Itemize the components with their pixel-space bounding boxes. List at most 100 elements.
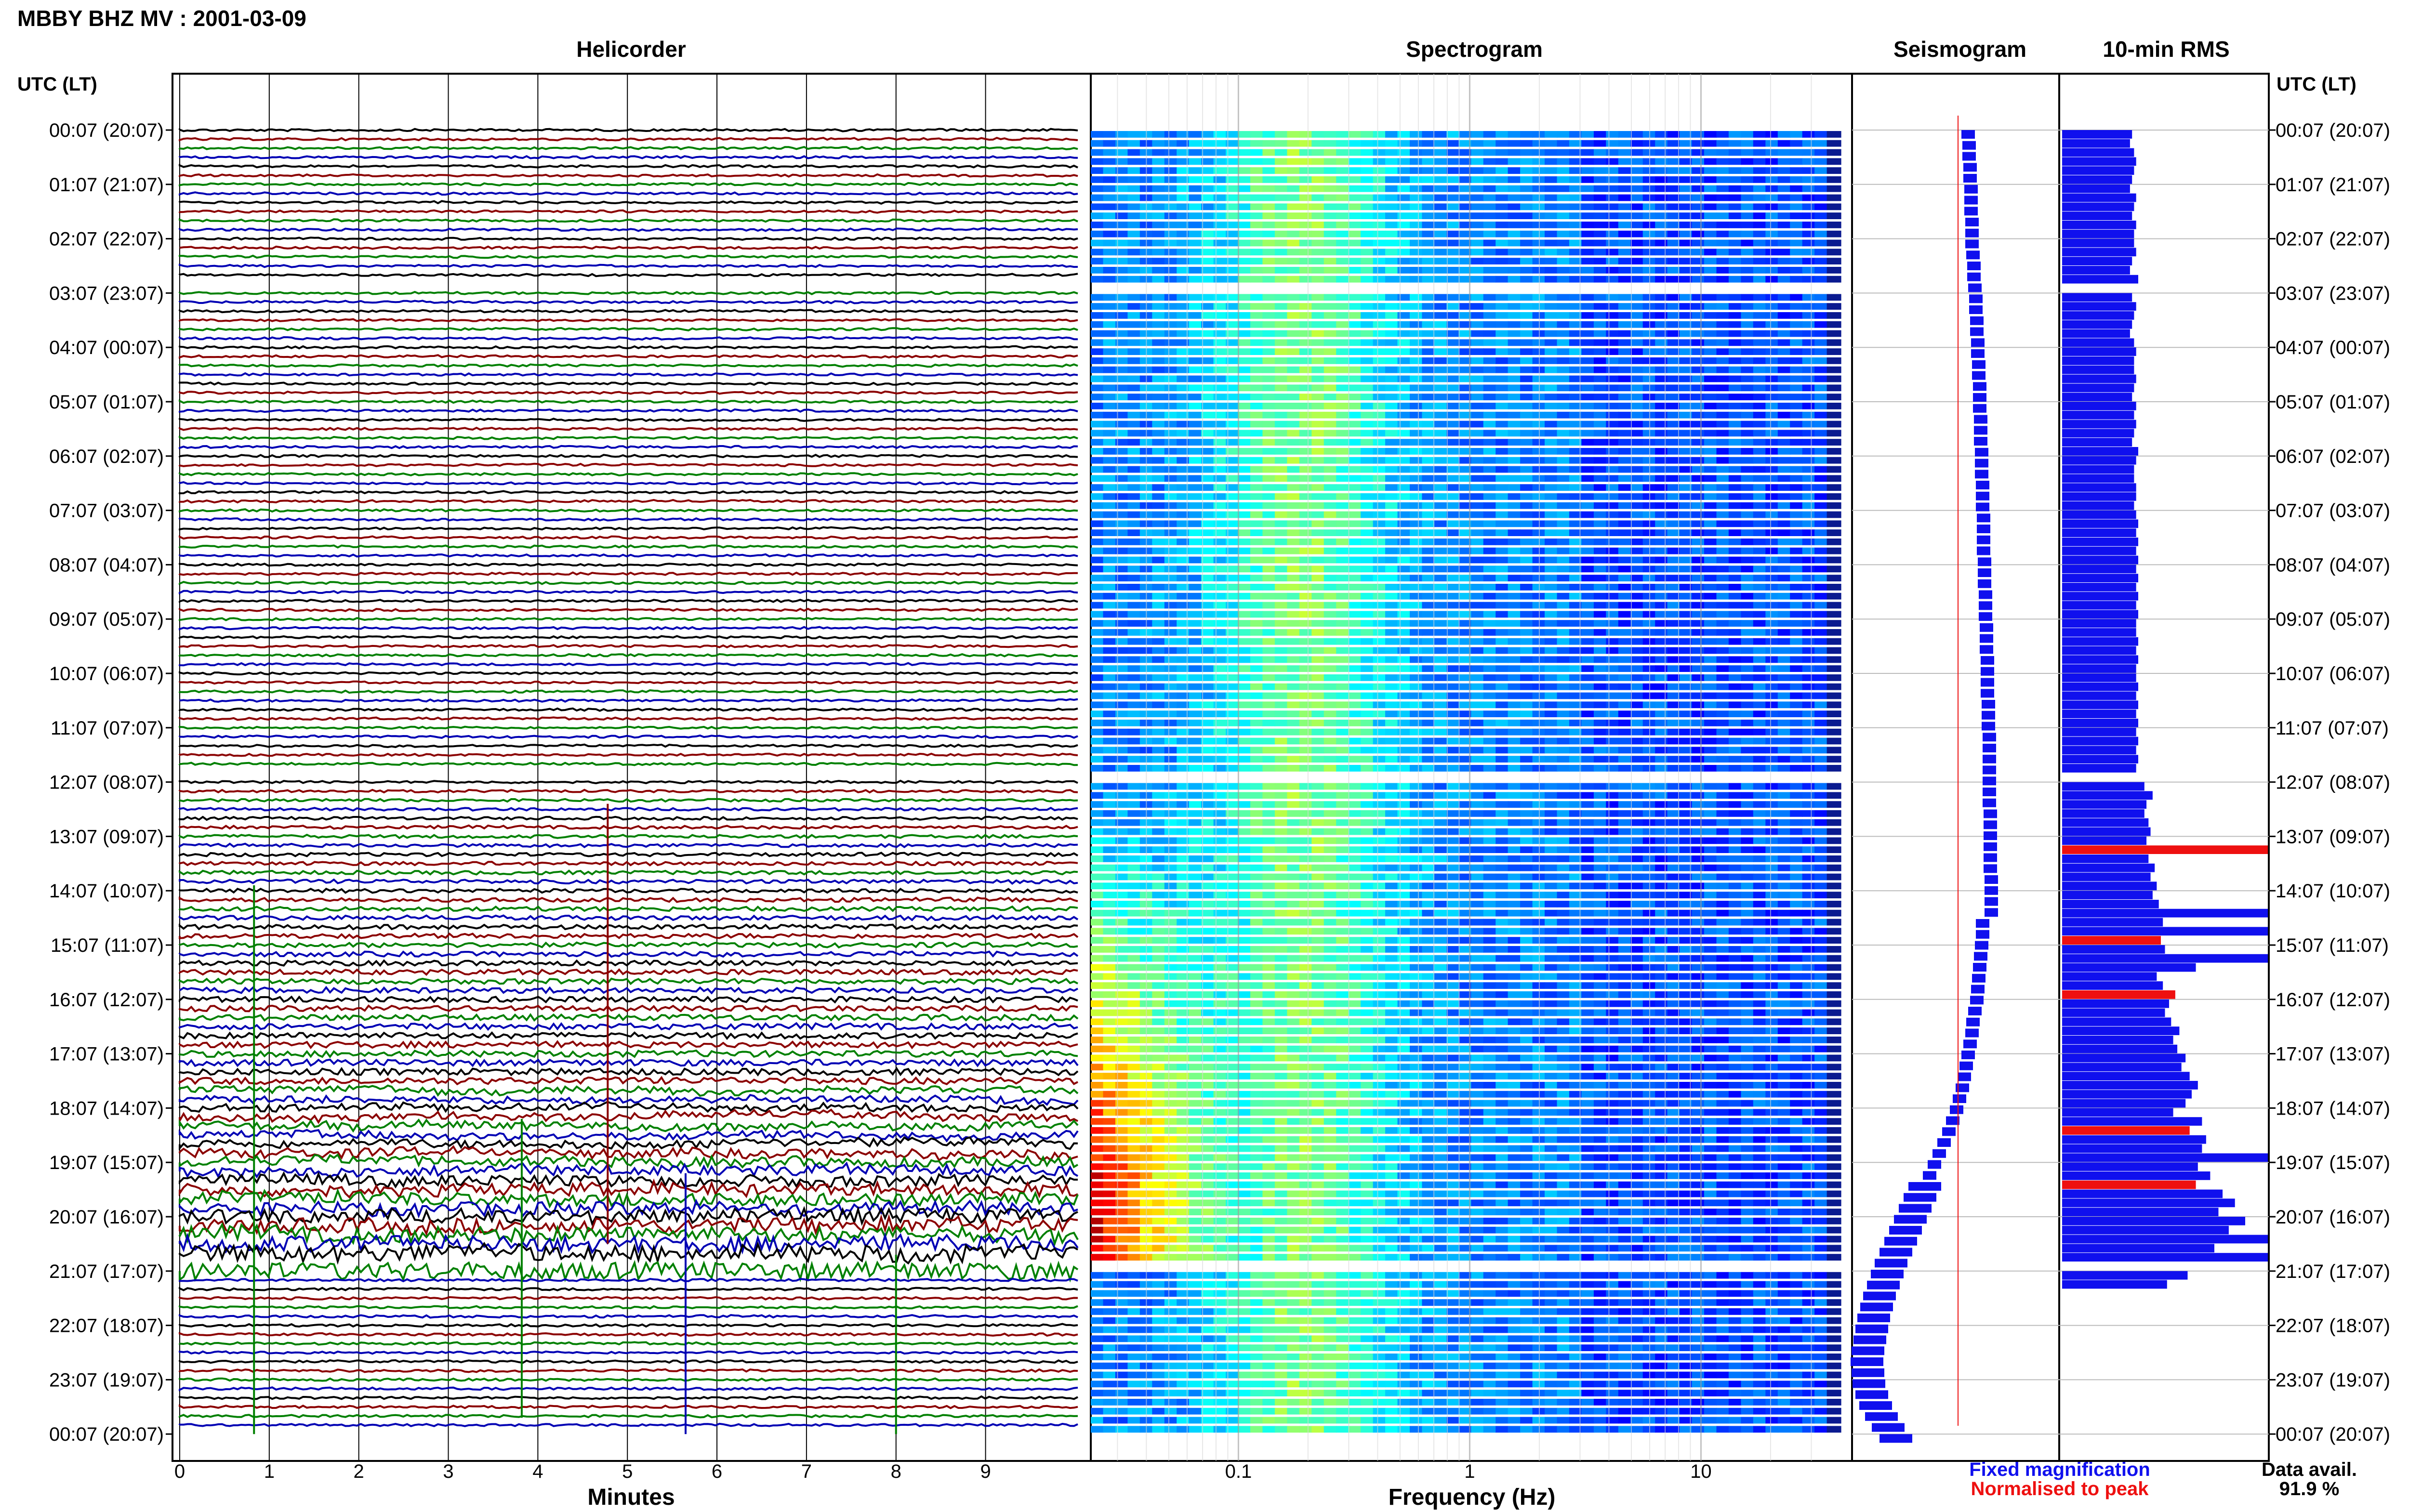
helicorder-trace (179, 1287, 1078, 1291)
seismogram-segment (1984, 831, 1997, 840)
figure-title: MBBY BHZ MV : 2001-03-09 (17, 6, 306, 31)
rms-bar (2062, 1053, 2186, 1063)
spectrogram-row (1091, 1091, 1841, 1098)
helicorder-trace (179, 363, 1078, 368)
spectrogram-row (1091, 466, 1841, 473)
spectrogram-row (1091, 556, 1841, 564)
rms-bar (2062, 900, 2159, 908)
spectrogram-row (1091, 665, 1841, 672)
rms-bar (2062, 891, 2153, 899)
legend-normalised-to-peak: Normalised to peak (1971, 1478, 2149, 1499)
seismogram-segment (1852, 1346, 1884, 1355)
spectrogram-row (1091, 321, 1841, 328)
helicorder-trace (179, 1241, 1078, 1265)
seismogram-segment (1984, 864, 1997, 873)
spectrogram-row (1091, 1281, 1841, 1288)
helicorder-trace (179, 852, 1079, 858)
seismogram-segment (1974, 437, 1987, 446)
rms-bar (2062, 719, 2138, 727)
rms-bar (2062, 872, 2151, 881)
seismogram-segment (1973, 963, 1986, 972)
spectrogram-row (1091, 1082, 1841, 1089)
seismogram-segment (1880, 1434, 1912, 1443)
spectrogram-row (1091, 819, 1841, 826)
frequency-tick-label: 1 (1464, 1461, 1475, 1482)
helicorder-trace (179, 968, 1078, 976)
rms-bar (2062, 248, 2136, 257)
helicorder-trace (179, 1171, 1078, 1189)
spectrogram-row (1091, 230, 1841, 237)
seismogram-segment (1982, 710, 1995, 720)
seismogram-segment (1983, 754, 1996, 763)
time-tick-label-left: 07:07 (03:07) (49, 500, 164, 522)
time-tick-label-right: 17:07 (13:07) (2276, 1044, 2390, 1065)
rms-bar (2062, 1026, 2180, 1035)
seismogram-segment (1975, 459, 1988, 468)
time-tick-label-right: 02:07 (22:07) (2276, 229, 2390, 250)
helicorder-trace (179, 1049, 1078, 1059)
spectrogram-row (1091, 855, 1841, 862)
seismogram-segment (1985, 908, 1998, 917)
spectrogram-row (1091, 1417, 1841, 1424)
seismogram-segment (1967, 272, 1981, 281)
spectrogram-row (1091, 539, 1841, 545)
helicorder-trace (179, 454, 1078, 459)
spectrogram-row (1091, 258, 1841, 264)
helicorder-trace (179, 1118, 1079, 1133)
spectrogram-row (1091, 1190, 1841, 1197)
spectrogram-row (1091, 575, 1841, 581)
seismogram-segment (1971, 985, 1985, 994)
rms-bar (2062, 483, 2136, 492)
seismogram-segment (1979, 601, 1992, 610)
helicorder-trace (179, 580, 1078, 585)
spectrogram-row (1091, 430, 1841, 437)
spectrogram-row (1091, 592, 1841, 600)
helicorder-trace (179, 1188, 1079, 1209)
helicorder-trace (179, 372, 1078, 377)
rms-bar (2062, 999, 2169, 1008)
helicorder-trace (179, 535, 1078, 540)
rms-bar (2062, 1153, 2268, 1162)
helicorder-trace (179, 526, 1078, 531)
helicorder-trace (179, 1359, 1078, 1364)
helicorder-trace (179, 607, 1078, 612)
helicorder-trace (179, 1040, 1078, 1050)
rms-bar (2062, 845, 2268, 854)
rms-bars (2062, 130, 2268, 1289)
helicorder-trace (179, 336, 1078, 341)
rms-bar (2062, 402, 2136, 410)
time-tick-label-right: 08:07 (04:07) (2276, 554, 2390, 576)
helicorder-trace (179, 1350, 1078, 1355)
helicorder-trace (179, 1136, 1078, 1151)
spectrogram-row (1091, 647, 1841, 654)
helicorder-trace (179, 155, 1078, 159)
helicorder-trace (179, 977, 1078, 986)
spectrogram-row (1091, 1317, 1841, 1324)
spectrogram-row (1091, 1154, 1841, 1161)
time-tick-label-right: 23:07 (19:07) (2276, 1369, 2390, 1391)
spectrogram-row (1091, 158, 1841, 165)
spectrogram-row (1091, 783, 1841, 790)
seismogram-segment (1946, 1116, 1959, 1125)
helicorder-trace (179, 508, 1078, 513)
helicorder-trace (179, 743, 1078, 749)
minute-tick-label: 7 (801, 1461, 812, 1482)
rms-bar (2062, 1072, 2190, 1080)
helicorder-trace (179, 860, 1078, 867)
helicorder-trace (179, 959, 1078, 967)
spectrogram-row (1091, 1390, 1841, 1396)
spectrogram-row (1091, 131, 1841, 138)
time-tick-label-left: 16:07 (12:07) (49, 989, 164, 1011)
seismogram-segment (1983, 788, 1996, 796)
helicorder-trace (179, 318, 1078, 323)
rms-bar (2062, 365, 2134, 374)
seismogram-segment (1973, 382, 1986, 391)
minute-tick-label: 2 (354, 1461, 364, 1482)
helicorder-trace (179, 869, 1078, 876)
helicorder-trace (179, 182, 1078, 187)
helicorder-trace (179, 950, 1079, 958)
rms-bar (2062, 410, 2134, 420)
spectrogram-row (1091, 801, 1841, 808)
rms-bar (2062, 565, 2136, 574)
helicorder-x-label: Minutes (587, 1485, 675, 1510)
